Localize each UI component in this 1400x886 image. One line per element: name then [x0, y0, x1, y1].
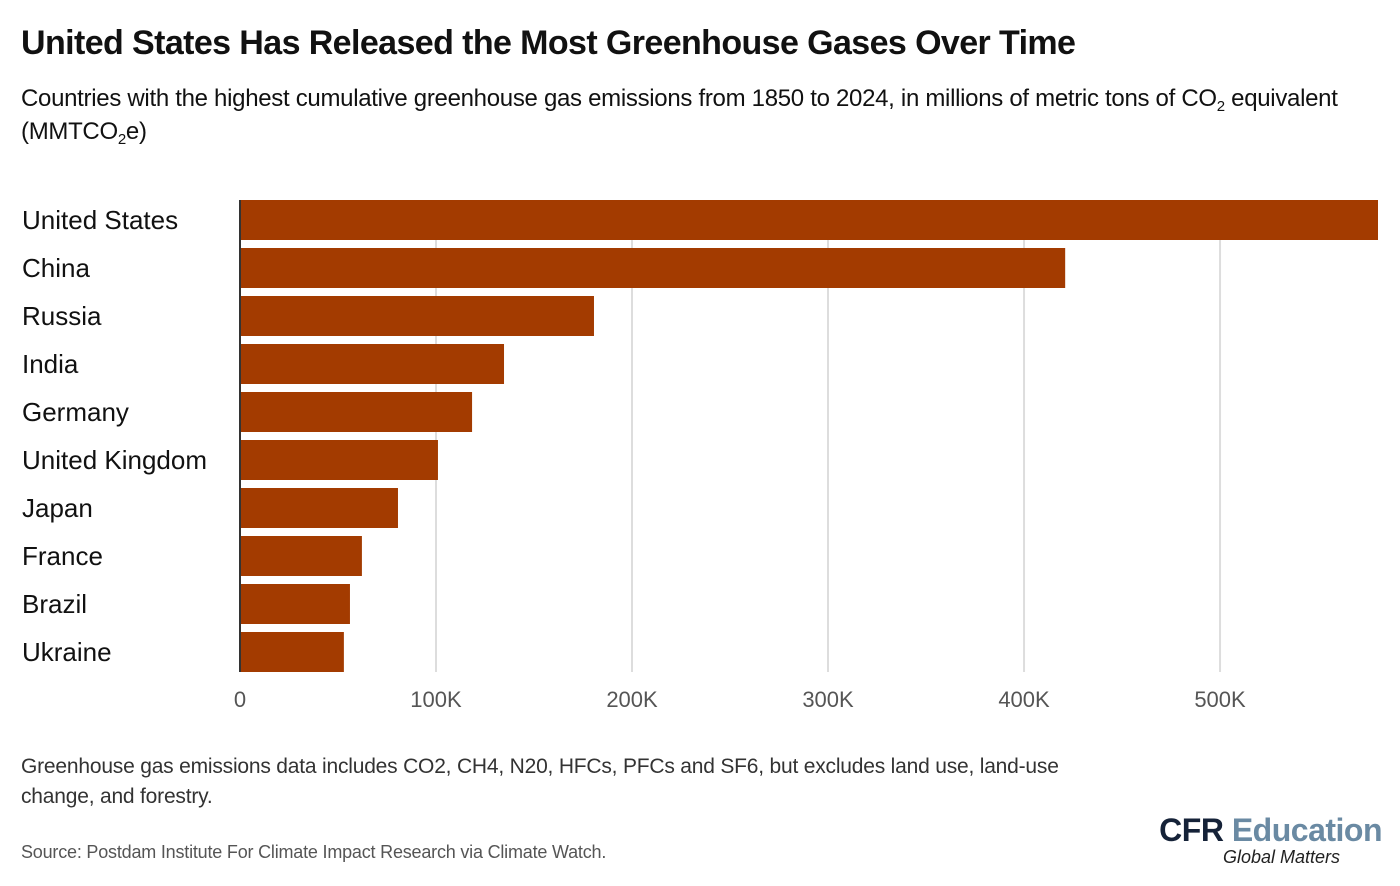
subtitle-text-3: e): [125, 118, 147, 145]
x-tick-label: 300K: [802, 687, 854, 712]
bar-germany: [240, 392, 473, 432]
subtitle-text-2: equivalent (MMTCO: [21, 85, 1338, 145]
category-label: France: [22, 541, 103, 571]
bar-united-kingdom: [240, 440, 438, 480]
bars: [240, 200, 1378, 672]
logo-wordmark: CFR Education: [1159, 812, 1382, 849]
x-tick-label: 200K: [606, 687, 658, 712]
subtitle-subscript-2: 2: [117, 131, 126, 148]
x-tick-label: 0: [234, 687, 246, 712]
category-label: Russia: [22, 301, 102, 331]
category-label: United Kingdom: [22, 445, 207, 475]
source-note: Source: Postdam Institute For Climate Im…: [21, 842, 607, 862]
bar-ukraine: [240, 632, 344, 672]
bar-russia: [240, 296, 594, 336]
category-label: Germany: [22, 397, 129, 427]
chart-title: United States Has Released the Most Gree…: [21, 24, 1076, 62]
category-label: Brazil: [22, 589, 87, 619]
logo-cfr: CFR: [1159, 812, 1224, 848]
logo-tagline: Global Matters: [1222, 847, 1340, 867]
category-labels: United States China Russia India Germany Unit…: [22, 205, 207, 667]
bar-united-states: [240, 200, 1378, 240]
bar-chart: United States China Russia India Germany Unit…: [22, 200, 1378, 712]
footnote: Greenhouse gas emissions data includes C…: [21, 755, 1059, 808]
subtitle-subscript-1: 2: [1216, 98, 1225, 115]
chart-subtitle: Countries with the highest cumulative gr…: [21, 82, 1381, 148]
x-tick-label: 100K: [410, 687, 462, 712]
logo-education: Education: [1231, 812, 1383, 848]
cfr-education-logo: CFR Education Global Matters: [1159, 812, 1382, 868]
bar-india: [240, 344, 505, 384]
category-label: China: [22, 253, 90, 283]
subtitle-text-1: Countries with the highest cumulative gr…: [21, 85, 1217, 112]
bar-brazil: [240, 584, 350, 624]
bar-france: [240, 536, 362, 576]
category-label: Ukraine: [22, 637, 112, 667]
category-label: Japan: [22, 493, 93, 523]
category-label: India: [22, 349, 79, 379]
x-tick-label: 400K: [998, 687, 1050, 712]
category-label: United States: [22, 205, 178, 235]
bar-japan: [240, 488, 398, 528]
bar-china: [240, 248, 1066, 288]
x-tick-label: 500K: [1194, 687, 1246, 712]
x-axis-ticks: 0 100K 200K 300K 400K 500K: [234, 687, 1246, 712]
